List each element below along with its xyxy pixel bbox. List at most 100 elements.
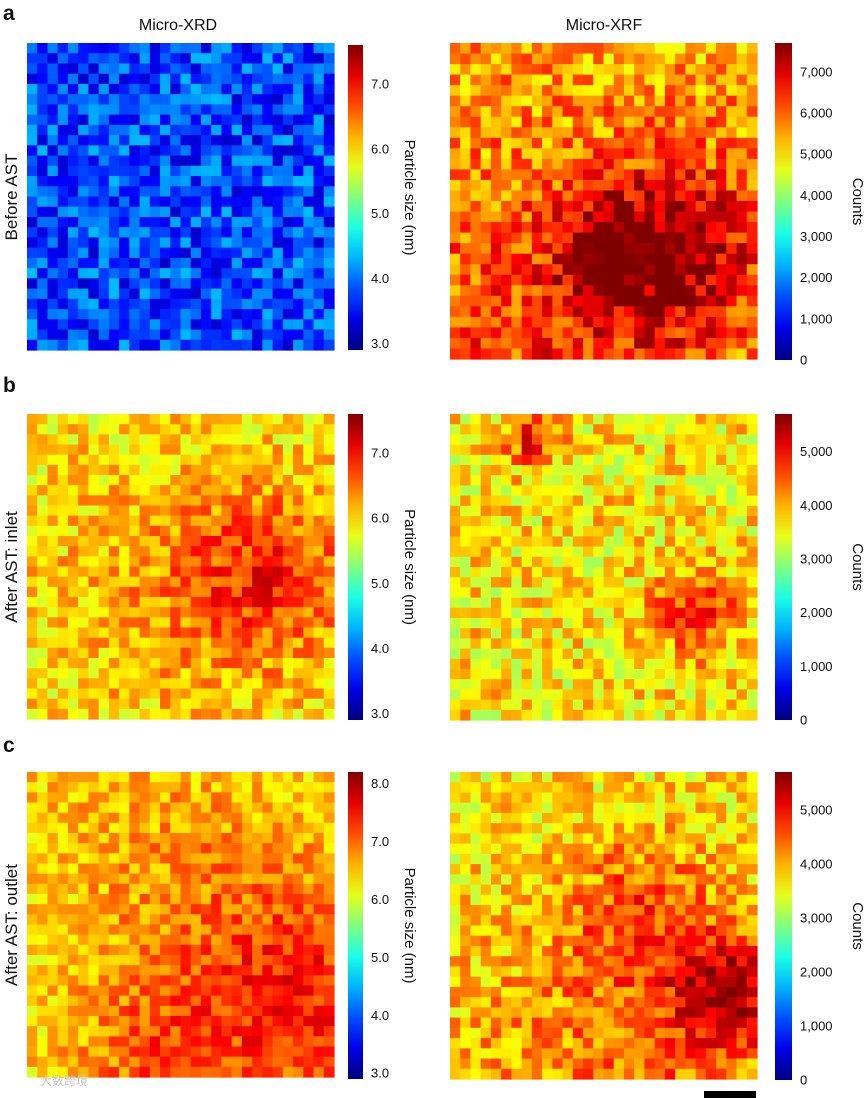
heatmap-cell xyxy=(623,337,635,350)
heatmap-cell xyxy=(200,247,212,259)
heatmap-cell xyxy=(716,658,727,670)
heatmap-cell xyxy=(746,526,758,537)
heatmap-cell xyxy=(139,536,151,547)
heatmap-cell xyxy=(180,924,192,936)
heatmap-cell xyxy=(323,505,335,517)
heatmap-cell xyxy=(47,227,59,239)
heatmap-cell xyxy=(552,567,564,578)
heatmap-cell xyxy=(501,526,512,537)
heatmap-cell xyxy=(634,679,646,690)
heatmap-cell xyxy=(190,114,202,126)
heatmap-cell xyxy=(726,316,738,328)
heatmap-cell xyxy=(695,638,707,650)
heatmap-cell xyxy=(129,708,141,720)
heatmap-cell xyxy=(108,329,120,341)
heatmap-cell xyxy=(736,843,748,855)
heatmap-cell xyxy=(603,424,615,435)
heatmap-cell xyxy=(241,934,253,946)
heatmap-cell xyxy=(119,94,130,105)
heatmap-cell xyxy=(282,227,294,239)
heatmap-cell xyxy=(190,637,202,649)
heatmap-cell xyxy=(521,306,533,318)
heatmap-cell xyxy=(221,145,233,157)
heatmap-cell xyxy=(450,709,461,721)
heatmap-cell xyxy=(572,864,584,875)
heatmap-cell xyxy=(726,618,738,629)
heatmap-cell xyxy=(67,975,79,987)
heatmap-cell xyxy=(180,975,192,987)
heatmap-cell xyxy=(603,190,615,202)
heatmap-cell xyxy=(716,874,727,886)
heatmap-cell xyxy=(190,822,202,834)
heatmap-cell xyxy=(511,85,523,97)
heatmap-cell xyxy=(490,74,502,86)
heatmap-cell xyxy=(303,83,315,95)
heatmap-cell xyxy=(129,196,141,208)
heatmap-cell xyxy=(552,190,564,202)
heatmap-cell xyxy=(88,495,100,507)
heatmap-cell xyxy=(583,853,594,865)
heatmap-cell xyxy=(552,53,564,65)
heatmap-cell xyxy=(685,864,697,875)
heatmap-cell xyxy=(108,268,120,279)
heatmap-cell xyxy=(149,904,161,915)
heatmap-cell xyxy=(37,843,49,854)
heatmap-cell xyxy=(634,915,646,927)
heatmap-cell xyxy=(272,1016,284,1027)
heatmap-cell xyxy=(57,975,69,987)
heatmap-cell xyxy=(644,316,656,328)
heatmap-cell xyxy=(511,587,523,599)
heatmap-cell xyxy=(634,884,646,896)
heatmap-cell xyxy=(521,85,533,97)
heatmap-cell xyxy=(736,516,748,527)
heatmap-cell xyxy=(572,127,584,139)
heatmap-cell xyxy=(521,53,533,65)
heatmap-cell xyxy=(139,186,151,198)
heatmap-cell xyxy=(583,823,594,834)
heatmap-cell xyxy=(470,597,482,609)
heatmap-cell xyxy=(129,934,141,946)
heatmap-cell xyxy=(572,485,584,497)
heatmap-cell xyxy=(262,627,274,639)
heatmap-cell xyxy=(272,216,284,228)
heatmap-cell xyxy=(603,648,615,660)
heatmap-cell xyxy=(180,495,192,507)
heatmap-cell xyxy=(293,83,304,95)
heatmap-cell xyxy=(583,792,594,804)
heatmap-cell xyxy=(644,158,656,170)
heatmap-cell xyxy=(180,83,192,95)
heatmap-cell xyxy=(160,802,171,814)
heatmap-cell xyxy=(531,792,543,804)
heatmap-cell xyxy=(272,434,284,446)
colorbar xyxy=(348,45,363,350)
heatmap-cell xyxy=(685,211,697,223)
heatmap-cell xyxy=(78,1036,89,1048)
heatmap-cell xyxy=(231,329,243,341)
heatmap-cell xyxy=(623,505,635,517)
heatmap-cell xyxy=(119,597,130,608)
heatmap-cell xyxy=(272,298,284,310)
heatmap-cell xyxy=(57,227,69,239)
heatmap-cell xyxy=(634,444,646,456)
heatmap-cell xyxy=(654,454,666,466)
heatmap-cell xyxy=(603,495,615,507)
heatmap-cell xyxy=(252,309,263,320)
heatmap-cell xyxy=(562,106,574,118)
heatmap-cell xyxy=(583,201,594,213)
heatmap-cell xyxy=(644,253,656,265)
heatmap-cell xyxy=(685,64,697,76)
heatmap-cell xyxy=(470,556,482,568)
heatmap-cell xyxy=(323,53,335,65)
heatmap-cell xyxy=(108,965,120,976)
heatmap-cell xyxy=(470,414,482,425)
heatmap-cell xyxy=(190,268,202,279)
row-label-after-ast-outlet: After AST: outlet xyxy=(2,864,21,986)
heatmap-cell xyxy=(746,316,758,328)
heatmap-cell xyxy=(623,424,635,435)
heatmap-cell xyxy=(231,505,243,517)
heatmap-cell xyxy=(705,689,717,701)
heatmap-cell xyxy=(603,526,615,537)
heatmap-cell xyxy=(129,464,141,476)
heatmap-cell xyxy=(149,556,161,568)
heatmap-cell xyxy=(583,414,594,425)
